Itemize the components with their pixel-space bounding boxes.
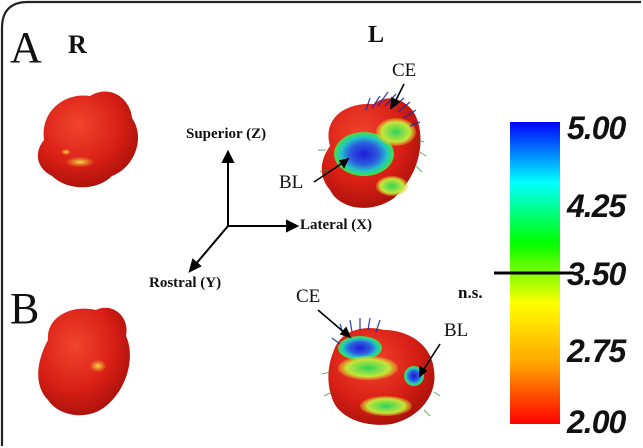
rostral-axis (194, 225, 229, 266)
ce-label-top: CE (392, 60, 417, 81)
bl-top-pointer (313, 161, 345, 183)
bl-bottom-pointer (421, 343, 441, 373)
pointer-lines (313, 83, 441, 378)
panel-label-b: B (10, 284, 40, 333)
coordinate-axes (188, 149, 300, 273)
surface-b-right (38, 307, 130, 416)
bl-label-top: BL (279, 172, 304, 193)
surface-a-left (318, 91, 427, 208)
colorbar-tick-5-00: 5.00 (567, 110, 626, 146)
surface-a-right (37, 91, 139, 188)
colorbar-tick-3-50: 3.50 (567, 256, 626, 292)
hemisphere-label-left: L (368, 22, 385, 48)
colorbar-tick-4-25: 4.25 (567, 188, 626, 224)
rostral-axis-label: Rostral (Y) (149, 275, 222, 291)
threshold-label: n.s. (458, 283, 483, 302)
hemisphere-label-right: R (68, 30, 87, 59)
panel-label-a: A (10, 23, 42, 72)
bl-label-bottom: BL (444, 320, 469, 341)
lateral-axis-label: Lateral (X) (300, 217, 373, 233)
surface-b-left (321, 317, 441, 425)
ce-label-bottom: CE (296, 286, 321, 307)
superior-axis-label: Superior (Z) (186, 126, 267, 142)
ce-bottom-pointer (317, 309, 347, 335)
colorbar-tick-2-75: 2.75 (567, 333, 626, 369)
colorbar-tick-2-00: 2.00 (567, 404, 626, 440)
